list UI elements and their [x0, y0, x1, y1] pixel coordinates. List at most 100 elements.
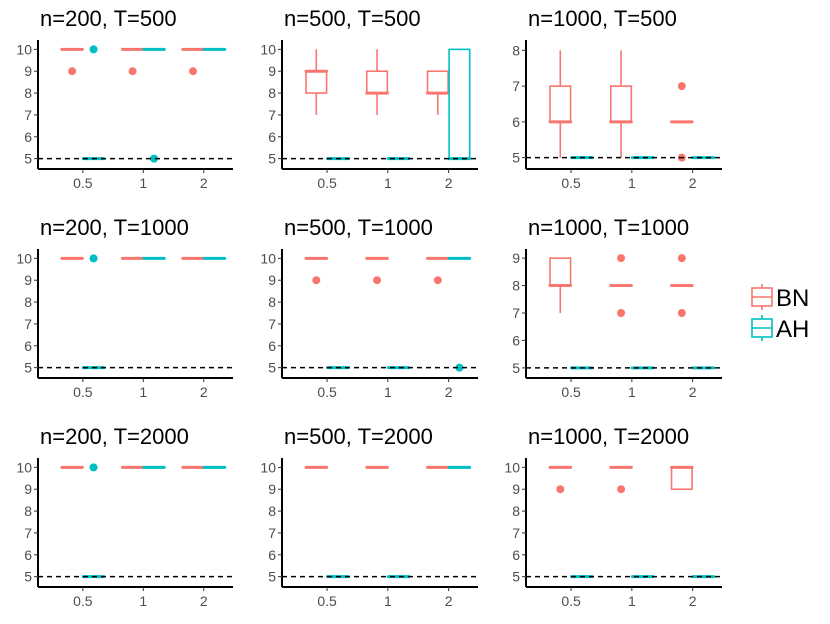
y-tick-label: 7	[512, 305, 520, 321]
box-bn-1	[365, 49, 389, 115]
y-tick-label: 5	[268, 151, 276, 167]
y-tick-label: 9	[268, 481, 276, 497]
panel-4: n=200, T=1000 5 6 7 8 9 10 0.5 1 2	[16, 215, 235, 400]
x-tick-label: 2	[200, 593, 208, 609]
y-tick-label: 7	[268, 316, 276, 332]
y-tick-label: 8	[512, 503, 520, 519]
x-tick-label: 1	[139, 593, 147, 609]
y-tick-label: 8	[24, 85, 32, 101]
panel-title: n=1000, T=1000	[528, 215, 689, 240]
outlier-point	[312, 276, 321, 285]
y-tick-label: 10	[260, 459, 276, 475]
box-bn-0.5	[548, 257, 573, 313]
panel-title: n=500, T=500	[284, 6, 421, 31]
box-ah-2	[447, 256, 472, 372]
y-tick-label: 5	[512, 569, 520, 585]
x-tick-label: 2	[689, 593, 697, 609]
y-tick-label: 8	[24, 294, 32, 310]
y-tick-label: 10	[16, 250, 32, 266]
box-body	[549, 257, 572, 287]
legend-entry-ah: AH	[751, 315, 809, 343]
panel-3: n=1000, T=500 5 6 7 8 0.5 1 2	[512, 6, 724, 191]
x-tick-label: 1	[628, 593, 636, 609]
x-tick-label: 1	[628, 384, 636, 400]
y-tick-label: 6	[24, 338, 32, 354]
legend-label: AH	[776, 316, 809, 343]
box-ah-0.5	[81, 45, 106, 161]
box-bn-2	[670, 82, 694, 162]
panel-9: n=1000, T=2000 5 6 7 8 9 10 0.5 1 2	[504, 424, 724, 609]
x-tick-label: 2	[445, 175, 453, 191]
box-body	[670, 466, 693, 491]
y-tick-label: 7	[24, 107, 32, 123]
outlier-point	[617, 309, 626, 317]
x-tick-label: 0.5	[561, 384, 581, 400]
box-bn-1	[120, 47, 145, 76]
y-tick-label: 6	[268, 129, 276, 145]
y-tick-label: 5	[268, 569, 276, 585]
outlier-point	[128, 67, 137, 76]
y-tick-label: 7	[24, 525, 32, 541]
legend-entry-bn: BN	[751, 284, 809, 312]
box-bn-1	[609, 50, 633, 158]
box-bn-2	[670, 465, 694, 491]
box-bn-1	[609, 465, 633, 494]
x-tick-label: 0.5	[317, 593, 337, 609]
y-tick-label: 9	[512, 250, 520, 266]
panel-title: n=200, T=1000	[40, 215, 189, 240]
box-bn-0.5	[548, 50, 573, 158]
y-tick-label: 7	[268, 525, 276, 541]
outlier-point	[433, 276, 442, 285]
panel-title: n=1000, T=2000	[528, 424, 689, 449]
x-tick-label: 0.5	[73, 593, 93, 609]
x-tick-label: 1	[384, 175, 392, 191]
y-tick-label: 5	[24, 360, 32, 376]
y-tick-label: 5	[24, 151, 32, 167]
y-tick-label: 8	[268, 503, 276, 519]
x-tick-label: 1	[384, 593, 392, 609]
box-body	[305, 70, 328, 94]
outlier-point	[617, 254, 626, 263]
box-ah-0.5	[81, 254, 106, 370]
legend-label: BN	[776, 285, 809, 312]
panel-1: n=200, T=500 5 6 7 8 9 10 0.5 1 2	[16, 6, 235, 191]
x-tick-label: 0.5	[73, 175, 93, 191]
y-tick-label: 7	[268, 107, 276, 123]
x-tick-label: 1	[139, 175, 147, 191]
box-body	[609, 85, 633, 123]
y-tick-label: 8	[268, 294, 276, 310]
y-tick-label: 6	[24, 129, 32, 145]
y-tick-label: 6	[512, 547, 520, 563]
outlier-point	[677, 309, 686, 317]
x-tick-label: 0.5	[561, 175, 581, 191]
x-tick-label: 2	[445, 593, 453, 609]
x-tick-label: 1	[628, 175, 636, 191]
x-tick-label: 0.5	[317, 175, 337, 191]
y-tick-label: 8	[512, 278, 520, 294]
y-tick-label: 8	[24, 503, 32, 519]
box-bn-2	[426, 70, 450, 115]
x-tick-label: 1	[384, 384, 392, 400]
box-bn-0.5	[304, 49, 329, 115]
x-tick-label: 2	[689, 175, 697, 191]
box-bn-0.5	[548, 465, 573, 494]
panel-title: n=200, T=2000	[40, 424, 189, 449]
box-body	[426, 70, 449, 94]
panel-6: n=1000, T=1000 5 6 7 8 9 0.5 1 2	[512, 215, 724, 400]
panel-5: n=500, T=1000 5 6 7 8 9 10 0.5 1 2	[260, 215, 480, 400]
y-tick-label: 8	[512, 42, 520, 58]
outlier-point	[150, 154, 159, 163]
outlier-point	[89, 463, 98, 472]
box-bn-0.5	[304, 256, 329, 285]
outlier-point	[455, 363, 464, 372]
y-tick-label: 5	[24, 569, 32, 585]
panel-title: n=1000, T=500	[528, 6, 677, 31]
y-tick-label: 8	[268, 85, 276, 101]
box-body	[448, 48, 471, 160]
outlier-point	[677, 254, 686, 263]
y-tick-label: 9	[24, 272, 32, 288]
panel-title: n=500, T=2000	[284, 424, 433, 449]
box-bn-1	[609, 254, 633, 317]
outlier-point	[677, 82, 686, 91]
panel-title: n=200, T=500	[40, 6, 177, 31]
